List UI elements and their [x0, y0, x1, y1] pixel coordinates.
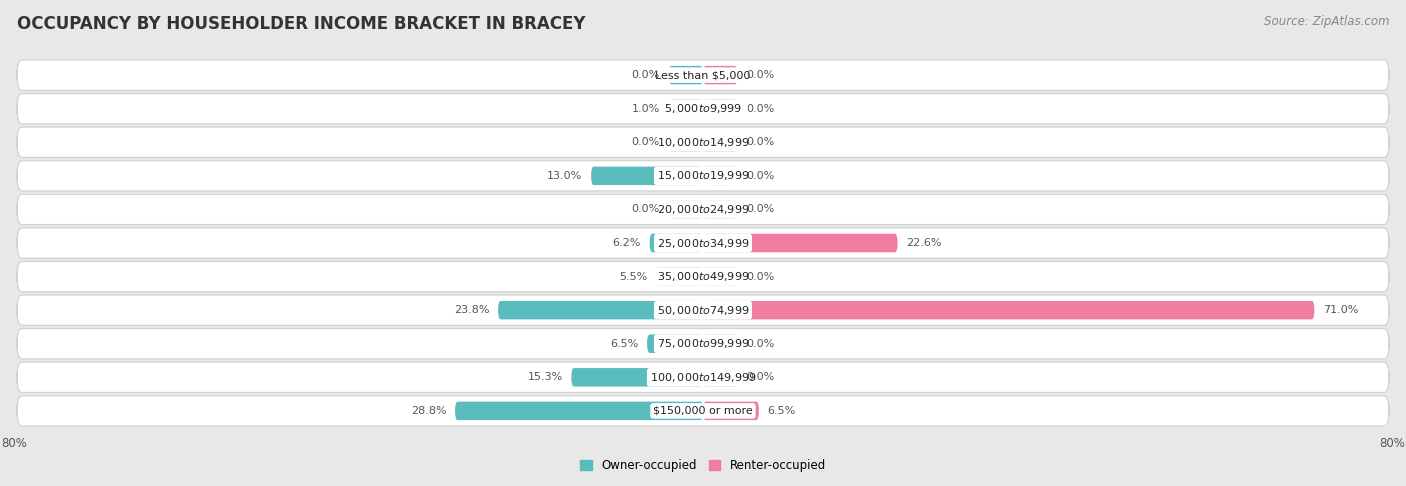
- FancyBboxPatch shape: [703, 133, 738, 152]
- Text: 0.0%: 0.0%: [747, 272, 775, 281]
- FancyBboxPatch shape: [703, 200, 738, 219]
- FancyBboxPatch shape: [17, 362, 1389, 392]
- FancyBboxPatch shape: [669, 133, 703, 152]
- Text: $25,000 to $34,999: $25,000 to $34,999: [657, 237, 749, 249]
- FancyBboxPatch shape: [703, 66, 738, 85]
- Text: 5.5%: 5.5%: [619, 272, 647, 281]
- FancyBboxPatch shape: [571, 368, 703, 386]
- Text: 6.2%: 6.2%: [613, 238, 641, 248]
- Text: 6.5%: 6.5%: [768, 406, 796, 416]
- FancyBboxPatch shape: [703, 167, 738, 185]
- FancyBboxPatch shape: [456, 401, 703, 420]
- Text: Source: ZipAtlas.com: Source: ZipAtlas.com: [1264, 15, 1389, 28]
- Text: $35,000 to $49,999: $35,000 to $49,999: [657, 270, 749, 283]
- FancyBboxPatch shape: [17, 261, 1389, 292]
- Text: 0.0%: 0.0%: [631, 205, 659, 214]
- Text: 6.5%: 6.5%: [610, 339, 638, 349]
- FancyBboxPatch shape: [703, 334, 738, 353]
- FancyBboxPatch shape: [591, 167, 703, 185]
- Text: 0.0%: 0.0%: [747, 104, 775, 114]
- FancyBboxPatch shape: [703, 100, 738, 118]
- Text: 0.0%: 0.0%: [747, 171, 775, 181]
- Text: 15.3%: 15.3%: [527, 372, 562, 382]
- FancyBboxPatch shape: [498, 301, 703, 319]
- Text: 0.0%: 0.0%: [747, 137, 775, 147]
- Text: 13.0%: 13.0%: [547, 171, 582, 181]
- FancyBboxPatch shape: [17, 60, 1389, 90]
- FancyBboxPatch shape: [669, 66, 703, 85]
- FancyBboxPatch shape: [669, 200, 703, 219]
- FancyBboxPatch shape: [703, 301, 1315, 319]
- FancyBboxPatch shape: [17, 127, 1389, 157]
- FancyBboxPatch shape: [703, 401, 759, 420]
- Text: 0.0%: 0.0%: [747, 205, 775, 214]
- Text: $50,000 to $74,999: $50,000 to $74,999: [657, 304, 749, 317]
- Text: $20,000 to $24,999: $20,000 to $24,999: [657, 203, 749, 216]
- Text: 1.0%: 1.0%: [631, 104, 659, 114]
- FancyBboxPatch shape: [17, 329, 1389, 359]
- FancyBboxPatch shape: [17, 94, 1389, 124]
- Text: $100,000 to $149,999: $100,000 to $149,999: [650, 371, 756, 384]
- Text: 0.0%: 0.0%: [631, 137, 659, 147]
- FancyBboxPatch shape: [17, 161, 1389, 191]
- Text: Less than $5,000: Less than $5,000: [655, 70, 751, 80]
- Text: 22.6%: 22.6%: [907, 238, 942, 248]
- FancyBboxPatch shape: [650, 234, 703, 252]
- FancyBboxPatch shape: [17, 295, 1389, 325]
- Text: 28.8%: 28.8%: [411, 406, 446, 416]
- Text: $15,000 to $19,999: $15,000 to $19,999: [657, 169, 749, 182]
- FancyBboxPatch shape: [17, 194, 1389, 225]
- Text: OCCUPANCY BY HOUSEHOLDER INCOME BRACKET IN BRACEY: OCCUPANCY BY HOUSEHOLDER INCOME BRACKET …: [17, 15, 585, 33]
- Text: 0.0%: 0.0%: [747, 70, 775, 80]
- Text: $75,000 to $99,999: $75,000 to $99,999: [657, 337, 749, 350]
- Text: 23.8%: 23.8%: [454, 305, 489, 315]
- Text: 0.0%: 0.0%: [747, 372, 775, 382]
- FancyBboxPatch shape: [703, 234, 897, 252]
- Text: $10,000 to $14,999: $10,000 to $14,999: [657, 136, 749, 149]
- FancyBboxPatch shape: [17, 396, 1389, 426]
- FancyBboxPatch shape: [703, 368, 738, 386]
- FancyBboxPatch shape: [655, 267, 703, 286]
- FancyBboxPatch shape: [703, 267, 738, 286]
- FancyBboxPatch shape: [17, 228, 1389, 258]
- Text: 0.0%: 0.0%: [631, 70, 659, 80]
- Text: 71.0%: 71.0%: [1323, 305, 1358, 315]
- Text: $5,000 to $9,999: $5,000 to $9,999: [664, 102, 742, 115]
- Legend: Owner-occupied, Renter-occupied: Owner-occupied, Renter-occupied: [575, 455, 831, 477]
- FancyBboxPatch shape: [647, 334, 703, 353]
- FancyBboxPatch shape: [669, 100, 703, 118]
- Text: $150,000 or more: $150,000 or more: [654, 406, 752, 416]
- Text: 0.0%: 0.0%: [747, 339, 775, 349]
